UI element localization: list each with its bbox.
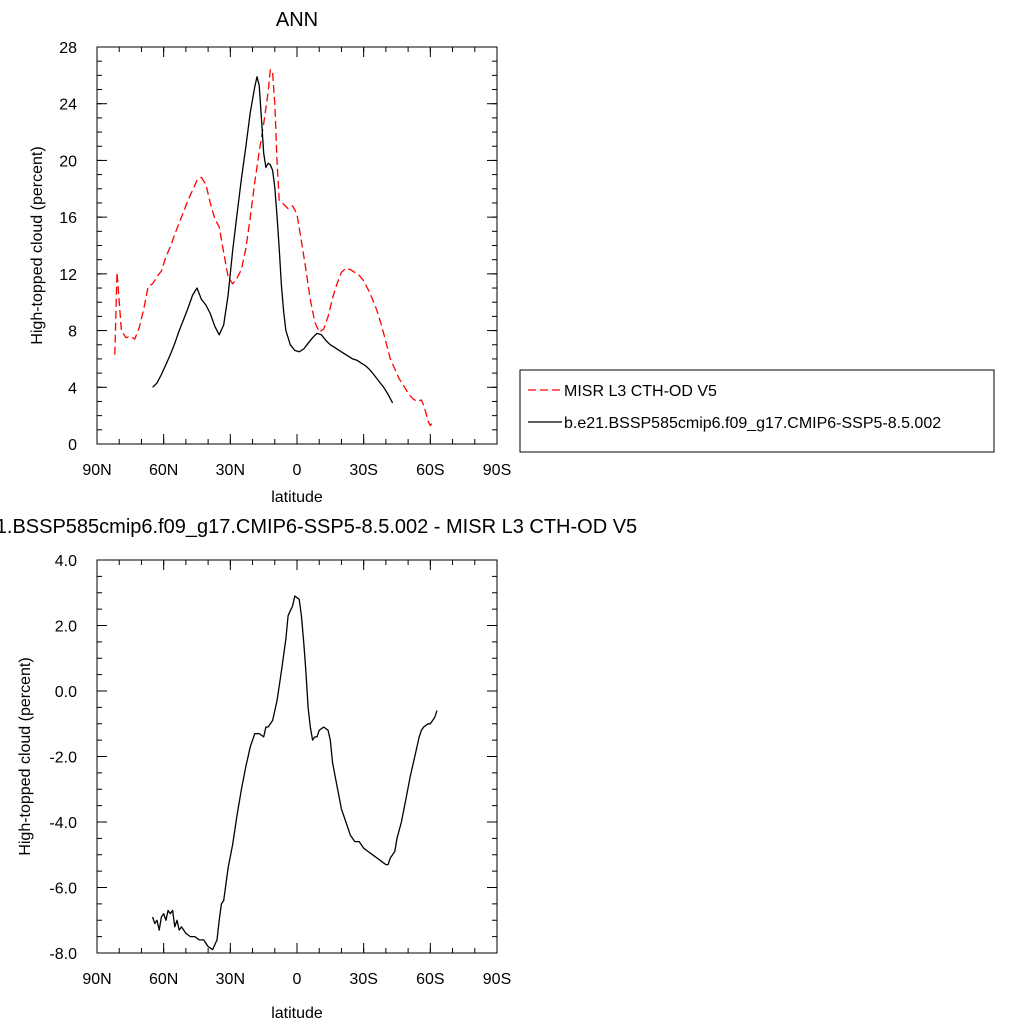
- x-tick-label: 30S: [349, 971, 377, 988]
- series-line-1: [151, 595, 438, 951]
- x-tick-label: 90N: [82, 971, 111, 988]
- x-tick-label: 90S: [483, 971, 511, 988]
- chart-2: b.e21.BSSP585cmip6.f09_g17.CMIP6-SSP5-8.…: [0, 516, 637, 1022]
- series-line-1: [114, 69, 434, 427]
- y-axis-title: High-topped cloud (percent): [29, 146, 46, 344]
- x-axis-title: latitude: [271, 1005, 323, 1022]
- y-axis-title: High-topped cloud (percent): [17, 657, 34, 855]
- y-tick-label: 16: [59, 210, 77, 227]
- x-tick-label: 0: [293, 971, 302, 988]
- y-tick-label: -6.0: [49, 881, 77, 898]
- y-tick-label: -4.0: [49, 815, 77, 832]
- y-tick-label: -8.0: [49, 946, 77, 963]
- y-tick-label: 28: [59, 40, 77, 57]
- x-tick-label: 60S: [416, 462, 444, 479]
- legend-label: MISR L3 CTH-OD V5: [564, 383, 717, 400]
- y-tick-label: 4: [68, 380, 77, 397]
- x-tick-label: 30N: [216, 971, 245, 988]
- y-tick-label: -2.0: [49, 750, 77, 767]
- series-line-2: [152, 76, 394, 404]
- x-tick-label: 60N: [149, 462, 178, 479]
- chart-1: ANN 90N 60N 30N 0 30S 60S 90S 0 4 8 12 16 20 24 28 latit…: [29, 9, 995, 506]
- legend-label: b.e21.BSSP585cmip6.f09_g17.CMIP6-SSP5-8.…: [564, 415, 941, 432]
- y-tick-label: 12: [59, 267, 77, 284]
- plot-frame: [96, 559, 498, 954]
- y-tick-label: 2.0: [55, 619, 77, 636]
- plot-frame: [96, 46, 498, 445]
- y-tick-label: 4.0: [55, 553, 77, 570]
- y-tick-label: 8: [68, 324, 77, 341]
- x-tick-label: 0: [293, 462, 302, 479]
- y-tick-label: 0.0: [55, 684, 77, 701]
- x-axis-title: latitude: [271, 489, 323, 506]
- x-tick-label: 90S: [483, 462, 511, 479]
- chart-title: b.e21.BSSP585cmip6.f09_g17.CMIP6-SSP5-8.…: [0, 516, 637, 538]
- y-tick-label: 0: [68, 437, 77, 454]
- chart-title: ANN: [276, 9, 318, 31]
- y-tick-label: 24: [59, 97, 77, 114]
- x-tick-label: 60S: [416, 971, 444, 988]
- x-tick-label: 60N: [149, 971, 178, 988]
- x-tick-label: 30S: [349, 462, 377, 479]
- y-tick-label: 20: [59, 153, 77, 170]
- legend-box: [519, 369, 995, 453]
- legend: MISR L3 CTH-OD V5 b.e21.BSSP585cmip6.f09_…: [519, 369, 995, 453]
- x-tick-label: 30N: [216, 462, 245, 479]
- x-tick-label: 90N: [82, 462, 111, 479]
